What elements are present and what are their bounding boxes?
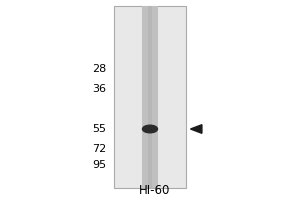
Polygon shape bbox=[190, 125, 202, 133]
Bar bbox=[114, 6, 186, 188]
Text: 72: 72 bbox=[92, 144, 106, 154]
Text: HI-60: HI-60 bbox=[139, 184, 170, 198]
Ellipse shape bbox=[142, 125, 158, 133]
Bar bbox=[142, 6, 158, 188]
Text: 55: 55 bbox=[92, 124, 106, 134]
Bar bbox=[148, 6, 152, 188]
Text: 95: 95 bbox=[92, 160, 106, 170]
Text: 36: 36 bbox=[92, 84, 106, 94]
Text: 28: 28 bbox=[92, 64, 106, 74]
